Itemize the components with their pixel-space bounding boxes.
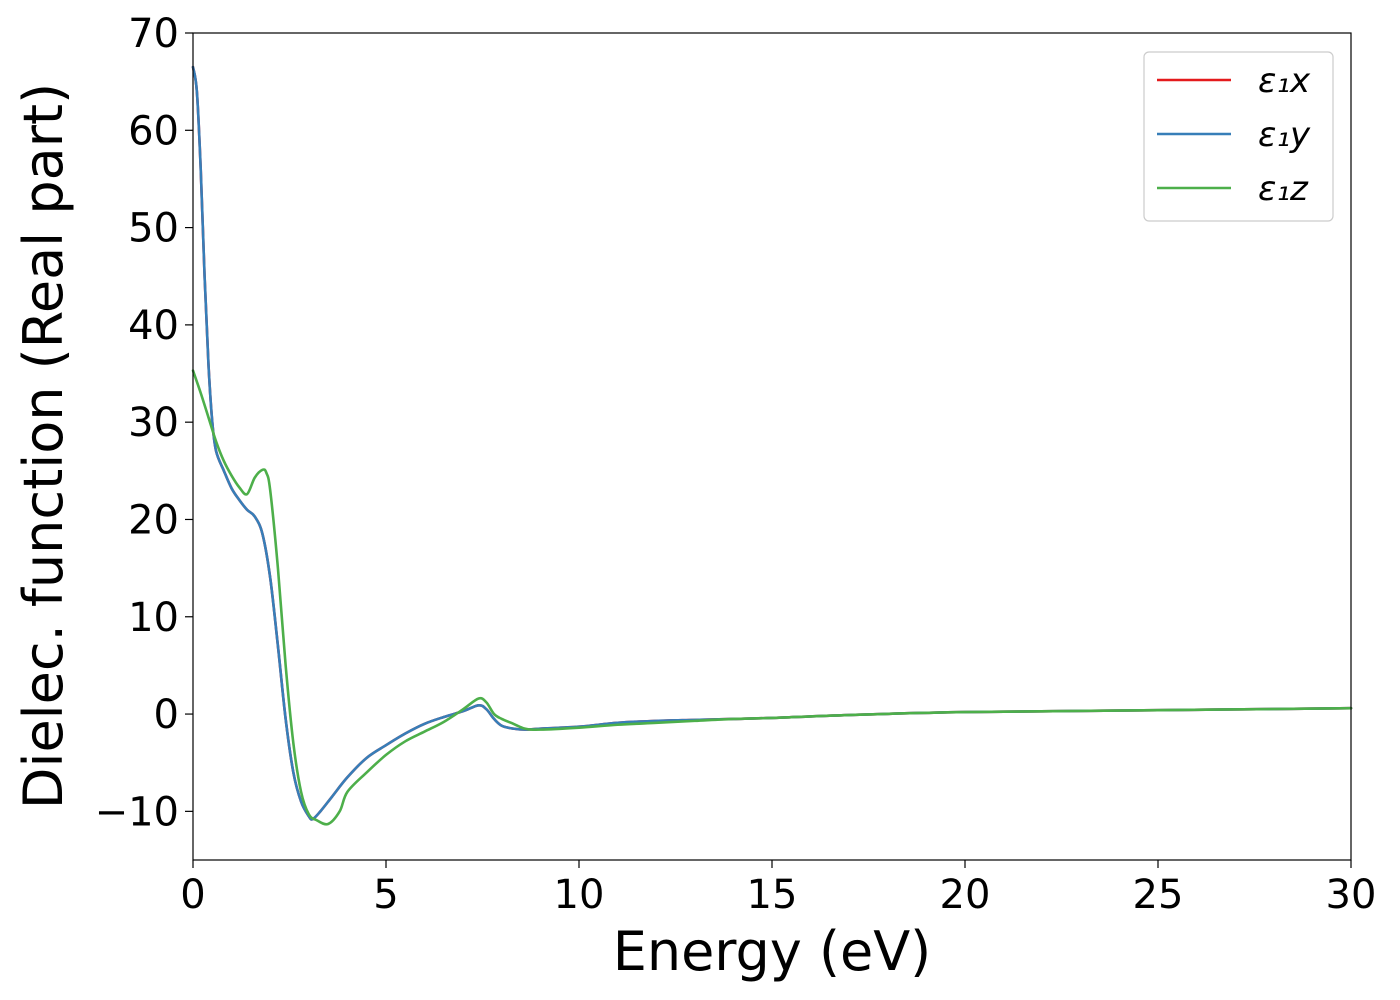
legend: ε₁x ε₁y ε₁z [1143,51,1334,222]
y-tick-label: −10 [95,789,179,835]
x-axis: 0 5 10 15 20 25 30 [180,860,1376,918]
series-line-2 [191,369,1353,826]
legend-label-2: ε₁z [1258,169,1309,209]
y-tick-label: 30 [128,400,179,446]
x-tick-label: 15 [747,872,798,918]
y-tick-label: 40 [128,303,179,349]
x-axis-title: Energy (eV) [613,920,932,983]
y-axis-title: Dielec. function (Real part) [12,83,75,809]
x-tick-label: 30 [1326,872,1377,918]
y-tick-label: 10 [128,595,179,641]
y-tick-label: 0 [154,692,179,738]
x-tick-label: 10 [554,872,605,918]
x-tick-label: 20 [940,872,991,918]
y-tick-label: 70 [128,11,179,57]
series-layer [191,65,1353,826]
x-tick-label: 5 [373,872,398,918]
y-tick-label: 50 [128,206,179,252]
x-tick-label: 25 [1133,872,1184,918]
x-tick-label: 0 [180,872,205,918]
legend-label-1: ε₁y [1258,115,1311,155]
y-tick-label: 60 [128,108,179,154]
y-tick-label: 20 [128,497,179,543]
legend-box [1143,51,1334,222]
legend-label-0: ε₁x [1258,61,1311,101]
y-axis: −10 0 10 20 30 40 50 60 70 [95,11,193,835]
